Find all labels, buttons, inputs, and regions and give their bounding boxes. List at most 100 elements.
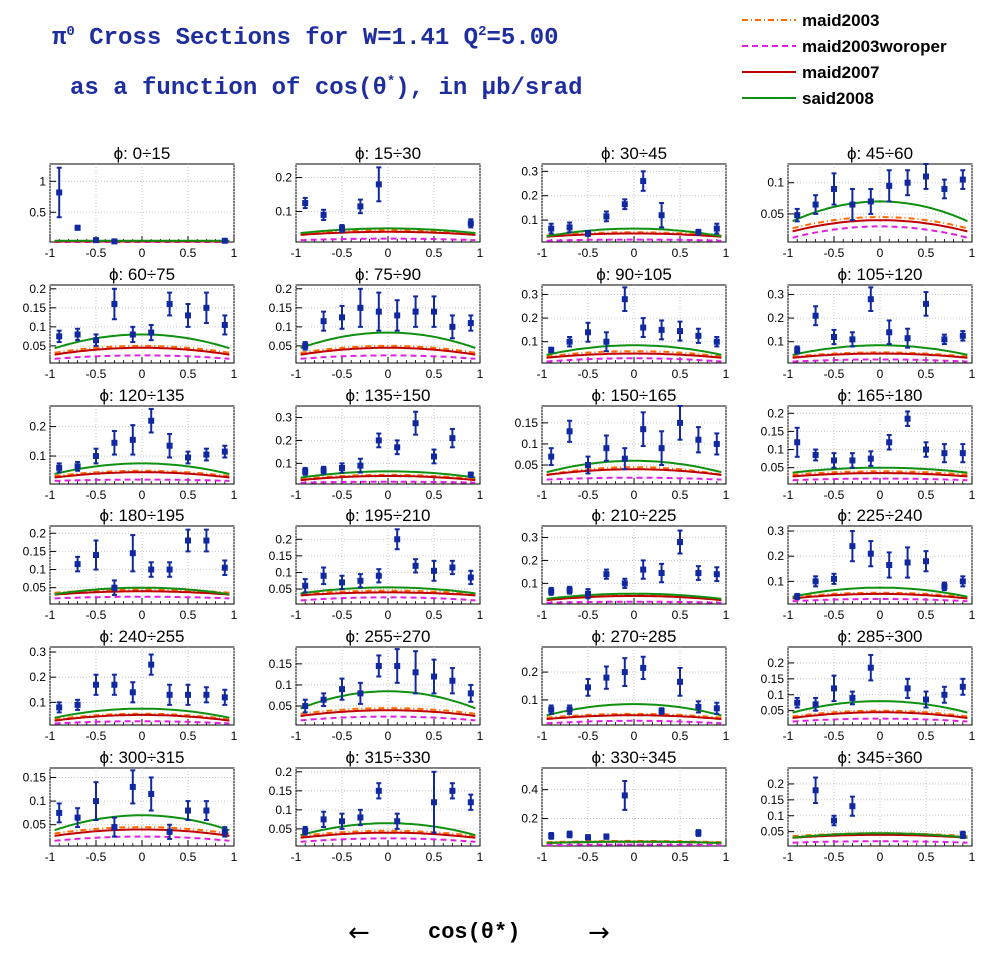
data-point: [812, 201, 819, 208]
curve-maid2007: [300, 709, 476, 717]
data-point: [640, 426, 647, 433]
panel-22: ϕ: 330÷345 -1 -0.5 0 0.5 1 0.2 0.4: [521, 748, 729, 864]
curve-maid2003woroper: [792, 840, 968, 844]
curve-said2008: [300, 470, 476, 479]
data-point: [867, 455, 874, 462]
x-tick-label: -0.5: [824, 608, 845, 622]
x-tick-label: -1: [537, 367, 548, 381]
x-tick-label: 0: [631, 367, 638, 381]
x-tick-label: 0: [385, 488, 392, 502]
panel-1: ϕ: 15÷30 -1 -0.5 0 0.5 1 0.1 0.2: [275, 144, 483, 260]
x-tick-label: 0.5: [918, 729, 935, 743]
curve-maid2007: [792, 711, 968, 719]
data-point: [695, 830, 702, 836]
curve-maid2003: [300, 707, 476, 715]
curve-said2008: [546, 459, 722, 474]
panel-12: ϕ: 180÷195 -1 -0.5 0 0.5 1 0.05 0.1 0.15 0.2: [23, 506, 238, 622]
curve-maid2003woroper: [792, 477, 968, 482]
panel-8: ϕ: 120÷135 -1 -0.5 0 0.5 1 0.1 0.2: [29, 386, 237, 502]
data-point: [677, 328, 683, 335]
x-tick-label: -1: [291, 608, 302, 622]
y-tick-label: 0.05: [269, 822, 293, 836]
y-tick-label: 0.05: [761, 207, 785, 221]
data-point: [302, 827, 309, 834]
y-tick-label: 0.05: [269, 582, 293, 596]
x-tick-label: -1: [45, 729, 56, 743]
x-tick-label: -0.5: [824, 367, 845, 381]
data-point: [93, 337, 99, 344]
data-point: [320, 318, 327, 325]
x-tick-label: 1: [969, 246, 976, 260]
y-tick-label: 0.1: [29, 449, 46, 463]
data-point: [302, 703, 309, 710]
data-point: [886, 562, 893, 568]
data-point: [56, 809, 63, 816]
data-point: [339, 464, 345, 471]
data-point: [959, 683, 966, 690]
curve-said2008: [546, 592, 722, 600]
y-tick-label: 0.1: [29, 695, 46, 709]
curve-said2008: [792, 344, 968, 356]
panel-14: ϕ: 210÷225 -1 -0.5 0 0.5 1 0.1 0.2 0.3: [521, 506, 729, 622]
y-tick-label: 0.2: [767, 549, 784, 563]
data-point: [831, 185, 837, 192]
curve-maid2003woroper: [546, 357, 722, 363]
curve-maid2003: [792, 591, 968, 599]
y-tick-label: 0.1: [767, 176, 784, 190]
x-tick-label: 0.5: [672, 488, 689, 502]
data-point: [129, 436, 136, 443]
data-point: [449, 787, 456, 794]
x-tick-label: 0: [877, 488, 884, 502]
curve-maid2007: [546, 352, 722, 359]
data-point: [713, 440, 720, 447]
y-tick-label: 0.3: [521, 164, 538, 178]
y-tick-label: 0.05: [23, 339, 47, 353]
panel-label: ϕ: 315÷330: [345, 748, 430, 767]
x-tick-label: 1: [231, 729, 238, 743]
y-tick-label: 0.15: [23, 770, 47, 784]
data-point: [713, 571, 720, 578]
x-tick-label: -0.5: [824, 729, 845, 743]
x-tick-label: 0.5: [180, 850, 197, 864]
x-tick-label: -0.5: [332, 367, 353, 381]
data-point: [357, 577, 364, 584]
data-point: [203, 304, 210, 311]
data-point: [148, 329, 155, 336]
x-tick-label: -0.5: [578, 729, 599, 743]
data-point: [941, 336, 948, 343]
data-point: [941, 691, 948, 698]
y-tick-label: 0.1: [521, 437, 538, 451]
data-point: [148, 417, 155, 424]
data-point: [695, 229, 702, 236]
data-point: [185, 454, 191, 461]
x-tick-label: 0.5: [672, 367, 689, 381]
data-point: [221, 564, 228, 571]
x-tick-label: -1: [291, 729, 302, 743]
x-tick-label: 0: [631, 608, 638, 622]
x-tick-label: -1: [291, 246, 302, 260]
y-tick-label: 0.1: [767, 443, 784, 457]
panel-10: ϕ: 150÷165 -1 -0.5 0 0.5 1 0.05 0.1 0.15: [515, 386, 730, 502]
panel-label: ϕ: 285÷300: [837, 627, 922, 646]
x-tick-label: 0: [139, 850, 146, 864]
panel-label: ϕ: 225÷240: [837, 506, 922, 525]
curve-maid2003woroper: [546, 843, 722, 847]
data-point: [867, 550, 874, 557]
title2-pre: as a function of cos(θ: [70, 75, 387, 102]
curve-said2008: [546, 840, 722, 844]
data-point: [431, 308, 437, 315]
x-tick-label: -0.5: [86, 488, 107, 502]
data-point: [449, 677, 456, 684]
curve-said2008: [546, 703, 722, 717]
x-tick-label: 1: [723, 367, 730, 381]
data-point: [221, 694, 228, 701]
x-tick-label: 1: [969, 850, 976, 864]
curve-maid2003: [792, 709, 968, 718]
data-point: [695, 436, 702, 443]
panel-label: ϕ: 30÷45: [601, 144, 667, 163]
data-point: [831, 817, 837, 824]
data-point: [603, 213, 610, 220]
curve-said2008: [54, 586, 230, 596]
data-point: [603, 338, 610, 345]
x-tick-label: -0.5: [86, 608, 107, 622]
